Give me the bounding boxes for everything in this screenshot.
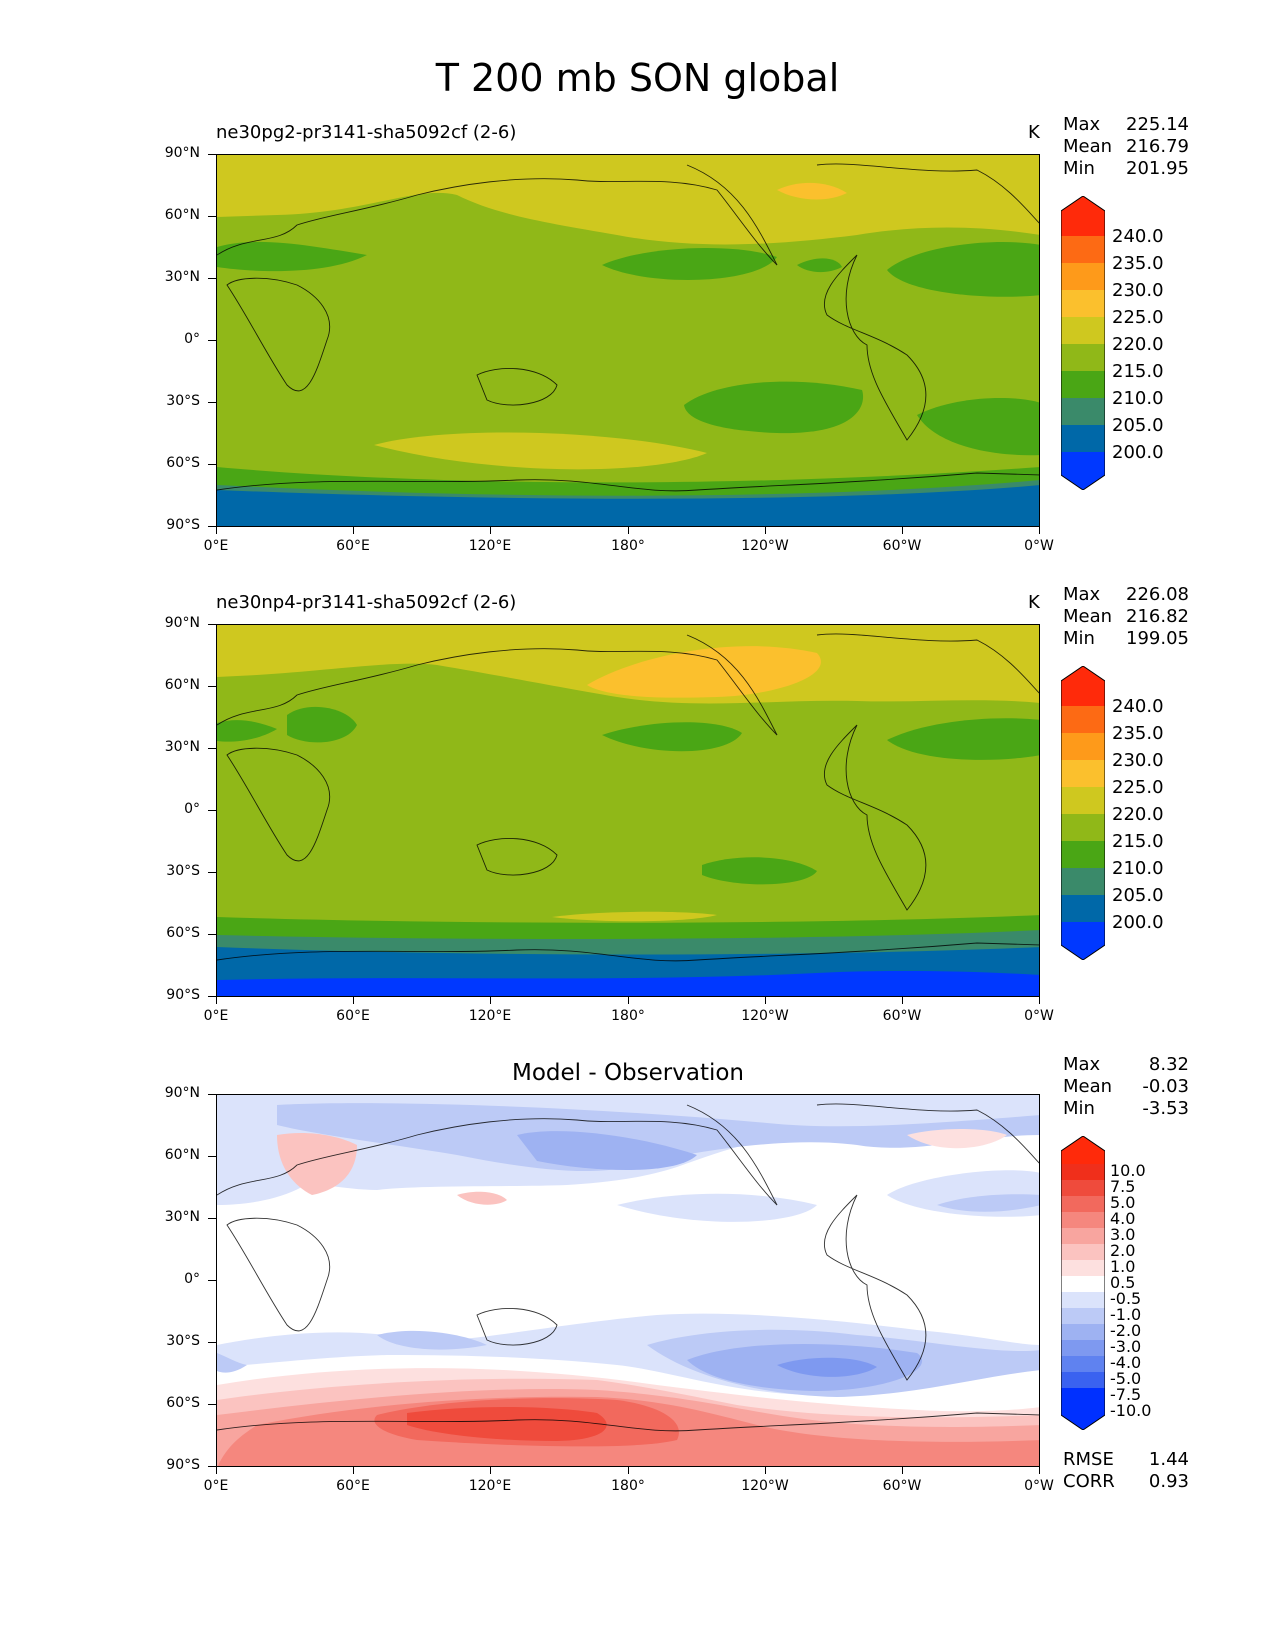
- panel-2-map: [216, 624, 1040, 997]
- panel-1-title: ne30pg2-pr3141-sha5092cf (2-6): [216, 122, 517, 143]
- panel-2-title: ne30np4-pr3141-sha5092cf (2-6): [216, 592, 517, 613]
- panel-1-stats: Max 225.14 Mean 216.79 Min 201.95: [1063, 114, 1189, 179]
- panel-3-stats: Max 8.32 Mean -0.03 Min -3.53: [1063, 1054, 1189, 1119]
- panel-1-units: K: [1028, 122, 1040, 143]
- page-title: T 200 mb SON global: [435, 56, 840, 100]
- panel-3-rmse-corr: RMSE 1.44 CORR 0.93: [1063, 1449, 1189, 1492]
- panel-2-units: K: [1028, 592, 1040, 613]
- panel-1-map: [216, 154, 1040, 527]
- panel-2-colorbar: [1061, 666, 1105, 960]
- panel-2-stats: Max 226.08 Mean 216.82 Min 199.05: [1063, 584, 1189, 649]
- panel-1-colorbar: [1061, 196, 1105, 490]
- panel-3-title: Model - Observation: [511, 1060, 745, 1086]
- panel-3-colorbar: [1061, 1136, 1105, 1430]
- panel-3-map: [216, 1094, 1040, 1467]
